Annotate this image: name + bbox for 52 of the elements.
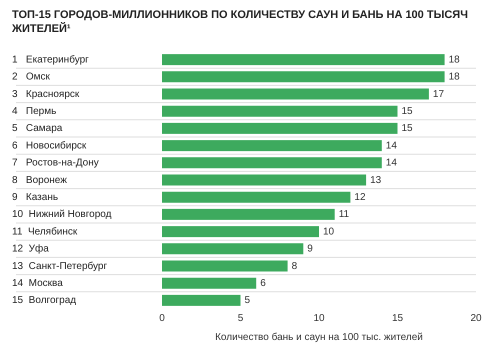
bar [162, 226, 319, 238]
y-tick-label: 5 Самара [12, 123, 63, 134]
data-label: 6 [260, 278, 266, 289]
data-label: 10 [323, 226, 335, 238]
bar [162, 260, 288, 272]
bar [162, 174, 366, 186]
x-tick-label: 10 [313, 312, 325, 324]
bar [162, 54, 445, 66]
bar [162, 122, 398, 134]
bar [162, 294, 240, 306]
bar [162, 88, 429, 100]
y-tick-label: 13 Санкт-Петербург [12, 260, 108, 272]
data-label: 13 [370, 174, 382, 186]
x-tick-label: 0 [159, 312, 166, 324]
y-tick-label: 1 Екатеринбург [12, 54, 90, 66]
data-label: 14 [386, 140, 398, 152]
y-tick-label: 8 Воронеж [12, 174, 68, 186]
data-label: 18 [448, 54, 460, 66]
y-tick-label: 7 Ростов-на-Дону [12, 158, 99, 169]
bar [162, 278, 256, 289]
y-tick-label: 12 Уфа [12, 244, 50, 255]
x-axis-title: Количество бань и саун на 100 тыс. жителей [215, 332, 423, 343]
data-label: 18 [448, 72, 460, 83]
y-tick-label: 4 Пермь [12, 106, 56, 117]
y-tick-label: 11 Челябинск [12, 226, 78, 238]
data-label: 11 [338, 209, 350, 220]
bar [162, 140, 382, 152]
data-label: 9 [307, 244, 314, 255]
bar [162, 243, 304, 254]
data-label: 15 [402, 106, 414, 117]
bar [162, 208, 335, 220]
bar [162, 106, 398, 117]
chart-title: ТОП-15 ГОРОДОВ-МИЛЛИОННИКОВ ПО КОЛИЧЕСТВУ САУН И БАНЬ НА 100 ТЫСЯЧ ЖИТЕЛЕЙ¹ [12, 8, 469, 36]
y-tick-label: 14 Москва [12, 278, 64, 289]
x-tick-label: 15 [392, 312, 404, 324]
y-tick-label: 6 Новосибирск [12, 140, 87, 152]
y-tick-label: 3 Красноярск [12, 88, 80, 100]
data-label: 5 [244, 295, 250, 306]
y-tick-label: 10 Нижний Новгород [12, 209, 112, 220]
y-tick-label: 2 Омск [12, 72, 51, 83]
data-label: 17 [432, 88, 444, 100]
data-label: 14 [386, 158, 398, 169]
y-tick-label: 15 Волгоград [12, 295, 76, 306]
data-label: 8 [292, 260, 298, 272]
bar [162, 71, 445, 82]
x-tick-label: 5 [238, 312, 244, 324]
bar [162, 192, 350, 203]
bar [162, 157, 382, 168]
data-label: 12 [354, 192, 366, 203]
y-tick-label: 9 Казань [12, 192, 58, 203]
data-label: 15 [402, 123, 414, 134]
x-tick-label: 20 [470, 312, 482, 324]
